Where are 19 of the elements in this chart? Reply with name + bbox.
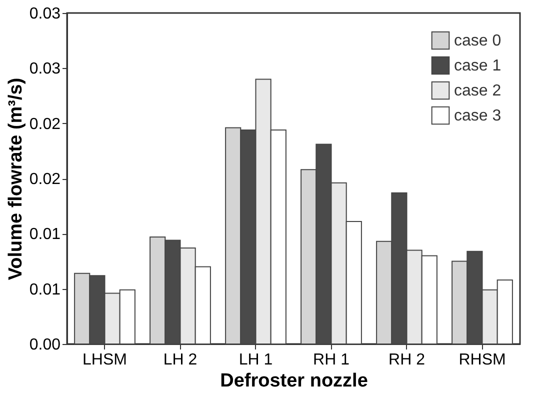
- x-tick-label: LH 1: [238, 352, 273, 368]
- legend-label: case 3: [454, 108, 502, 124]
- y-tick-label: 0.02: [29, 171, 61, 188]
- y-tick-label: 0.03: [29, 6, 61, 22]
- x-tick-label: RHSM: [458, 352, 506, 368]
- y-tick-label: 0.01: [29, 281, 61, 298]
- legend-label: case 0: [454, 32, 502, 50]
- y-tick-label: 0.03: [29, 60, 61, 78]
- y-tick-label: 0.01: [29, 226, 61, 244]
- y-axis-title: Volume flowrate (m³/s): [5, 78, 26, 280]
- y-tick-label: 0.00: [29, 336, 61, 354]
- y-tick-label: 0.02: [29, 116, 61, 133]
- x-tick-label: LH 2: [163, 352, 198, 368]
- legend-label: case 2: [454, 82, 502, 100]
- x-tick-label: RH 1: [313, 352, 350, 368]
- legend-label: case 1: [454, 58, 502, 74]
- x-axis-title: Defroster nozzle: [220, 370, 368, 392]
- x-tick-label: RH 2: [388, 352, 426, 368]
- x-tick-label: LHSM: [82, 352, 127, 368]
